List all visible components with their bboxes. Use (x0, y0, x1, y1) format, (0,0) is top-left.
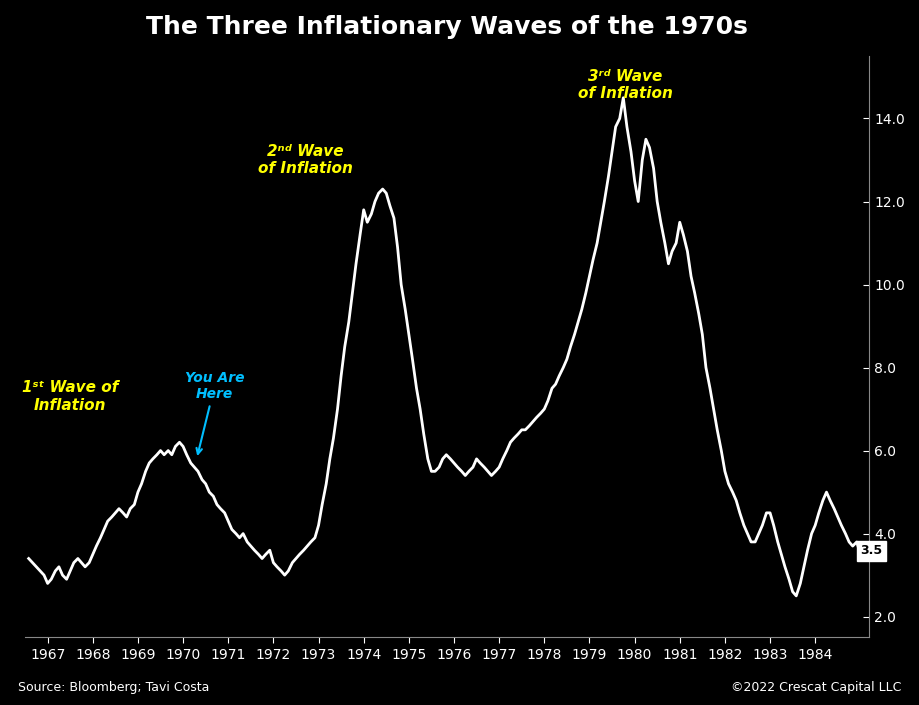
Text: 2ⁿᵈ Wave
of Inflation: 2ⁿᵈ Wave of Inflation (257, 144, 352, 176)
Text: 1ˢᵗ Wave of
Inflation: 1ˢᵗ Wave of Inflation (22, 381, 119, 413)
Text: 3ʳᵈ Wave
of Inflation: 3ʳᵈ Wave of Inflation (577, 69, 673, 102)
Text: 3.5: 3.5 (859, 544, 881, 558)
Text: ©2022 Crescat Capital LLC: ©2022 Crescat Capital LLC (731, 682, 901, 694)
Text: You Are
Here: You Are Here (185, 371, 244, 454)
Title: The Three Inflationary Waves of the 1970s: The Three Inflationary Waves of the 1970… (146, 15, 747, 39)
Text: Source: Bloomberg; Tavi Costa: Source: Bloomberg; Tavi Costa (18, 682, 210, 694)
